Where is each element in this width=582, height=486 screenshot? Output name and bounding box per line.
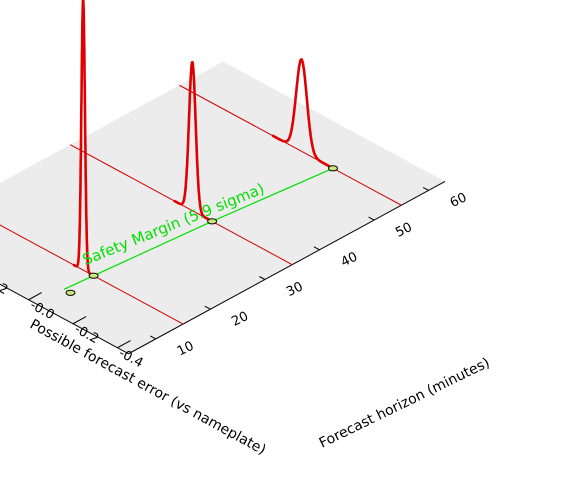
x-tick-label: 20: [229, 309, 250, 330]
x-tick-label: 40: [339, 250, 360, 271]
y-tick-label: 0.2: [0, 275, 10, 298]
x-tick-label: 10: [175, 339, 196, 360]
x-tick-mark: [368, 216, 375, 221]
plot-floor: [0, 61, 446, 354]
y-tick-mark: [117, 340, 131, 349]
safety-margin-line: [63, 167, 334, 290]
x-axis-label: Forecast horizon (minutes): [317, 355, 493, 452]
x-tick-mark: [259, 276, 266, 280]
safety-margin-marker: [328, 165, 338, 172]
distribution-curves: [72, 0, 332, 277]
x-tick-label: 50: [393, 220, 414, 241]
x-tick-mark: [149, 335, 157, 340]
x-axis-line: [128, 181, 446, 355]
series-baseline-3: [179, 84, 402, 206]
safety-margin-marker: [65, 289, 76, 296]
distribution-curve-2: [172, 60, 212, 222]
x-tick-mark: [204, 305, 211, 310]
safety-margin-marker: [207, 218, 218, 225]
y-tick-mark: [28, 292, 42, 301]
distribution-curve-3: [271, 58, 332, 169]
y-axis-line: [0, 283, 129, 355]
x-tick-label: 30: [284, 279, 305, 300]
x-tick-label: 60: [448, 190, 469, 211]
x-axis-ticks: 10 20 30 40 50 60: [149, 186, 469, 360]
series-baseline-1: [0, 224, 184, 325]
y-tick-mark: [72, 316, 87, 325]
safety-margin-marker: [88, 272, 99, 279]
x-tick-mark: [313, 246, 320, 251]
x-tick-mark: [422, 186, 429, 191]
distribution-curve-1: [72, 0, 95, 277]
